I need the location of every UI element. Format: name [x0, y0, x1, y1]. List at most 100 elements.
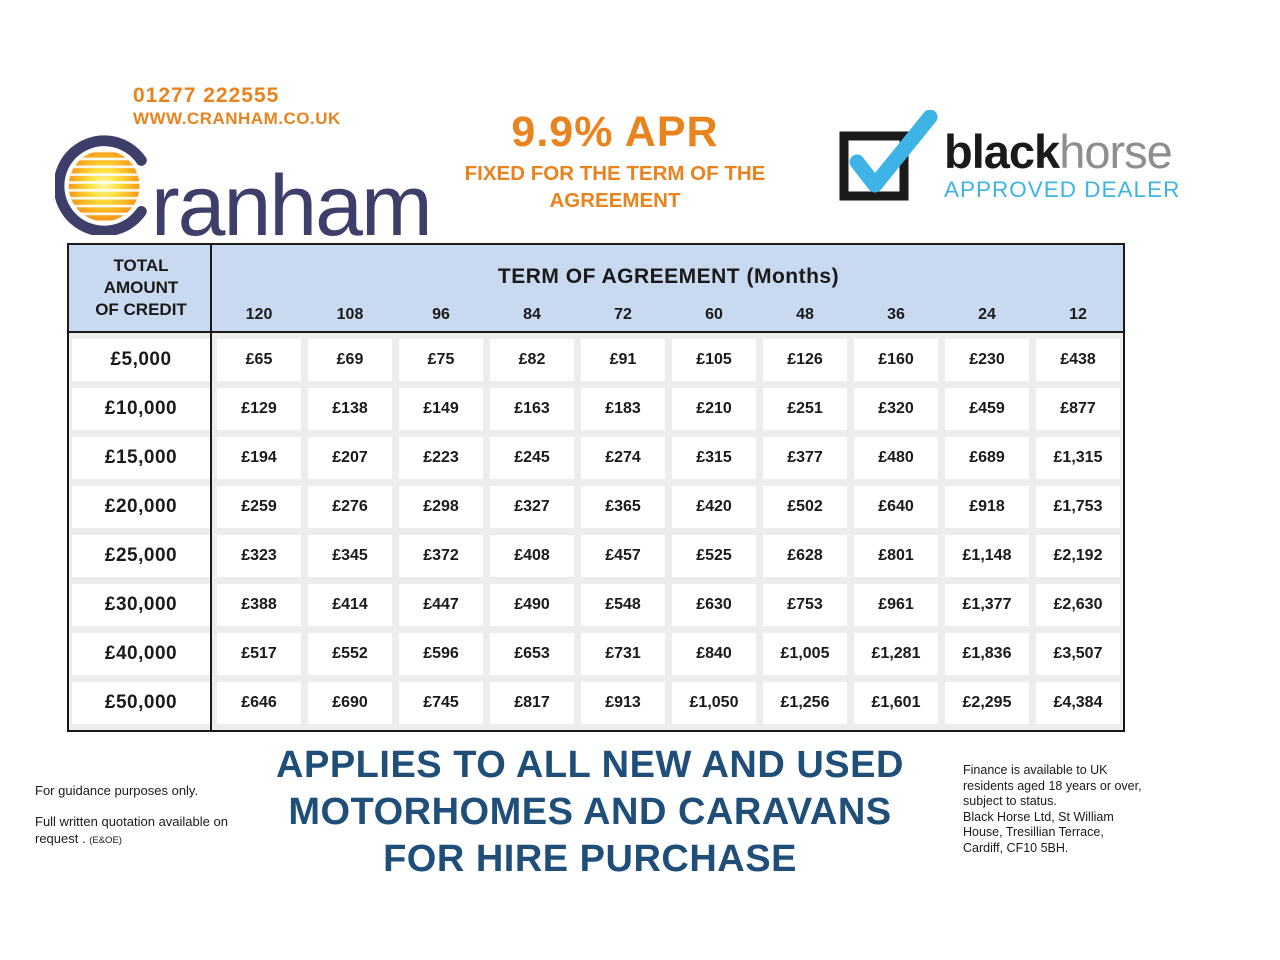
blackhorse-wordmark: blackhorse APPROVED DEALER [944, 128, 1180, 203]
credit-column-header: TOTAL AMOUNT OF CREDIT [95, 255, 187, 320]
payment-cell: £372 [399, 535, 483, 577]
payment-cell: £126 [763, 339, 847, 381]
payment-cell: £414 [308, 584, 392, 626]
blackhorse-word-horse: horse [1059, 125, 1173, 178]
term-month-header: 108 [336, 306, 364, 323]
payment-cell: £105 [672, 339, 756, 381]
payment-cell: £129 [217, 388, 301, 430]
term-month-header: 120 [245, 306, 273, 323]
payment-cell: £548 [581, 584, 665, 626]
eoe-note: (E&OE) [89, 834, 122, 846]
payment-cell: £1,005 [763, 633, 847, 675]
payment-cell: £327 [490, 486, 574, 528]
contact-details: 01277 222555 WWW.CRANHAM.CO.UK [133, 84, 431, 129]
payment-cell: £1,315 [1036, 437, 1120, 479]
guidance-note: For guidance purposes only. Full written… [35, 783, 275, 847]
credit-amount-cell: £10,000 [72, 388, 210, 430]
term-month-header: 36 [887, 306, 905, 323]
payment-cell: £298 [399, 486, 483, 528]
payment-cell: £183 [581, 388, 665, 430]
term-month-header: 12 [1069, 306, 1087, 323]
payment-cell: £82 [490, 339, 574, 381]
payment-cell: £2,295 [945, 682, 1029, 724]
payment-cell: £1,256 [763, 682, 847, 724]
credit-amount-cell: £20,000 [72, 486, 210, 528]
table-divider-line [210, 245, 212, 730]
payment-cell: £628 [763, 535, 847, 577]
payment-cell: £323 [217, 535, 301, 577]
payment-cell: £2,192 [1036, 535, 1120, 577]
payment-cell: £1,836 [945, 633, 1029, 675]
payment-cell: £377 [763, 437, 847, 479]
payment-cell: £447 [399, 584, 483, 626]
payment-cell: £91 [581, 339, 665, 381]
payment-cell: £345 [308, 535, 392, 577]
website-url: WWW.CRANHAM.CO.UK [133, 109, 341, 128]
finance-rate-table: TOTAL AMOUNT OF CREDIT TERM OF AGREEMENT… [67, 243, 1125, 732]
credit-amount-cell: £50,000 [72, 682, 210, 724]
cranham-logo-block: 01277 222555 WWW.CRANHAM.CO.UK [53, 84, 433, 254]
term-of-agreement-header: TERM OF AGREEMENT (Months) [497, 265, 840, 288]
payment-cell: £1,281 [854, 633, 938, 675]
payment-cell: £259 [217, 486, 301, 528]
payment-cell: £274 [581, 437, 665, 479]
payment-cell: £1,377 [945, 584, 1029, 626]
blackhorse-word-black: black [944, 125, 1060, 178]
apr-banner: 9.9% APR FIXED FOR THE TERM OF THE AGREE… [415, 108, 815, 214]
payment-cell: £194 [217, 437, 301, 479]
payment-cell: £490 [490, 584, 574, 626]
apr-subtitle: FIXED FOR THE TERM OF THE AGREEMENT [464, 162, 766, 212]
payment-cell: £690 [308, 682, 392, 724]
payment-cell: £408 [490, 535, 574, 577]
cranham-brand-row: ranham [53, 129, 433, 254]
payment-cell: £2,630 [1036, 584, 1120, 626]
payment-cell: £653 [490, 633, 574, 675]
payment-cell: £552 [308, 633, 392, 675]
payment-cell: £320 [854, 388, 938, 430]
payment-cell: £1,601 [854, 682, 938, 724]
sun-c-logo-icon [53, 129, 161, 240]
credit-amount-cell: £25,000 [72, 535, 210, 577]
payment-cell: £276 [308, 486, 392, 528]
payment-cell: £913 [581, 682, 665, 724]
payment-cell: £840 [672, 633, 756, 675]
payment-cell: £525 [672, 535, 756, 577]
table-header: TOTAL AMOUNT OF CREDIT TERM OF AGREEMENT… [69, 245, 1123, 333]
term-month-header: 84 [523, 306, 541, 323]
payment-cell: £745 [399, 682, 483, 724]
payment-cell: £3,507 [1036, 633, 1120, 675]
payment-cell: £245 [490, 437, 574, 479]
payment-cell: £315 [672, 437, 756, 479]
credit-amount-cell: £30,000 [72, 584, 210, 626]
payment-cell: £817 [490, 682, 574, 724]
payment-cell: £1,753 [1036, 486, 1120, 528]
payment-cell: £210 [672, 388, 756, 430]
payment-cell: £207 [308, 437, 392, 479]
term-month-header: 60 [705, 306, 723, 323]
table-body: £5,000 £65 £69 £75 £82 £91 £105 £126 £160 £230 £43… [69, 333, 1123, 730]
payment-cell: £1,148 [945, 535, 1029, 577]
payment-cell: £138 [308, 388, 392, 430]
payment-cell: £149 [399, 388, 483, 430]
finance-terms-note: Finance is available to UK residents age… [963, 763, 1142, 855]
payment-cell: £457 [581, 535, 665, 577]
payment-cell: £459 [945, 388, 1029, 430]
term-month-header: 24 [978, 306, 996, 323]
payment-cell: £163 [490, 388, 574, 430]
payment-cell: £753 [763, 584, 847, 626]
payment-cell: £251 [763, 388, 847, 430]
brand-name-text: ranham [151, 157, 433, 254]
term-month-header: 96 [432, 306, 450, 323]
phone-number: 01277 222555 [133, 84, 280, 107]
payment-cell: £223 [399, 437, 483, 479]
payment-cell: £365 [581, 486, 665, 528]
payment-cell: £517 [217, 633, 301, 675]
payment-cell: £596 [399, 633, 483, 675]
guidance-line: For guidance purposes only. [35, 783, 199, 798]
blackhorse-logo-block: blackhorse APPROVED DEALER [836, 109, 1180, 211]
payment-cell: £877 [1036, 388, 1120, 430]
applies-to-heading: APPLIES TO ALL NEW AND USED MOTORHOMES A… [276, 744, 904, 881]
payment-cell: £230 [945, 339, 1029, 381]
payment-cell: £388 [217, 584, 301, 626]
